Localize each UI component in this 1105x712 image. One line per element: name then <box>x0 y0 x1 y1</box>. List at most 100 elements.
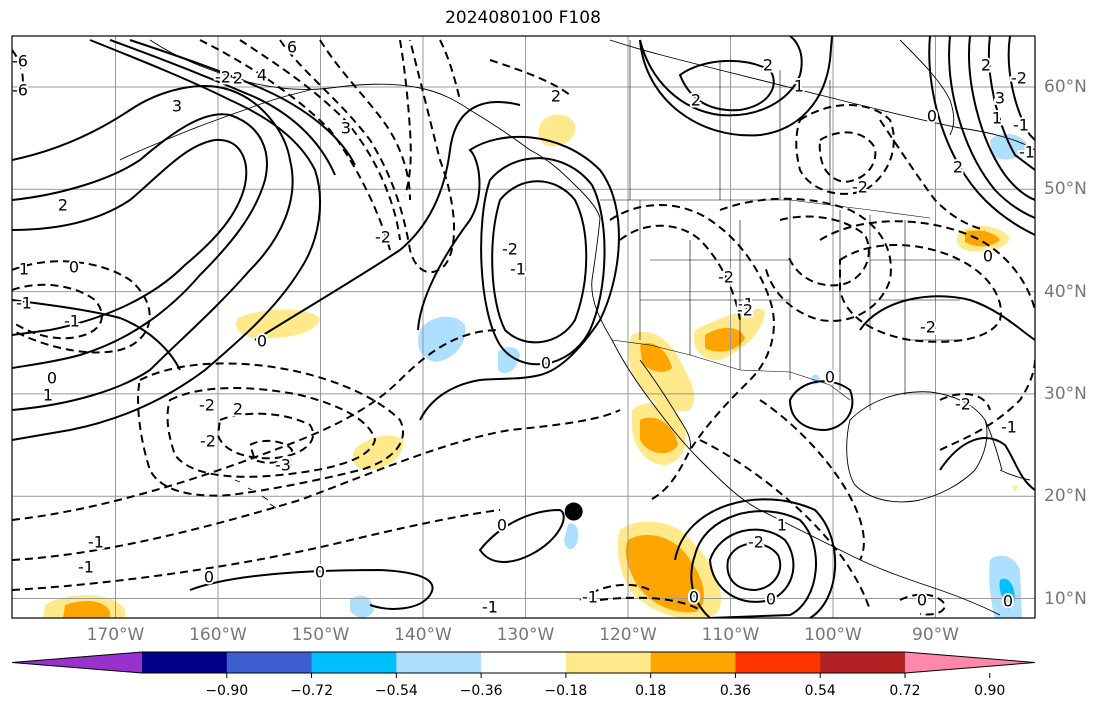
colorbar-min-extension <box>12 652 142 673</box>
negative-contour <box>216 412 315 460</box>
contour-label: 0 <box>497 516 507 535</box>
negative-contour <box>239 39 401 241</box>
longitude-label: 100°W <box>804 625 862 645</box>
contour-label: -6 <box>12 81 28 100</box>
contour-label: -1 <box>1001 418 1017 437</box>
contour-label: 0 <box>825 368 835 387</box>
solid-contours <box>12 36 1035 618</box>
positive-anomaly-region <box>235 309 320 339</box>
positive-contour <box>480 157 606 366</box>
longitude-label: 140°W <box>394 625 452 645</box>
contour-label: 6 <box>287 38 297 57</box>
negative-anomaly-region <box>350 595 374 618</box>
contour-label: -2 <box>852 178 868 197</box>
positive-anomaly-region <box>352 435 404 470</box>
contour-label: -1 <box>78 558 94 577</box>
zero-contour <box>189 568 434 610</box>
positive-contour <box>968 36 1035 201</box>
contour-label: -1 <box>88 533 104 552</box>
colorbar-tick-label: −0.54 <box>374 683 418 699</box>
contour-label: 3 <box>341 119 351 138</box>
negative-contour <box>939 359 1035 451</box>
baja-california <box>639 359 691 451</box>
positive-contour <box>12 85 294 411</box>
colorbar-tick-label: −0.72 <box>290 683 333 699</box>
contour-label: 0 <box>1003 592 1013 611</box>
negative-contour <box>795 104 895 195</box>
negative-contour <box>779 215 870 287</box>
positive-contour <box>109 39 336 176</box>
positive-contour <box>674 498 836 618</box>
contour-label: 0 <box>983 247 993 266</box>
contour-label: 0 <box>204 568 214 587</box>
contour-label: -1 <box>1019 143 1035 162</box>
latitude-label: 20°N <box>1044 486 1087 507</box>
colorbar-segment <box>820 652 906 673</box>
negative-contour <box>12 260 151 354</box>
positive-contour <box>12 39 321 441</box>
colorbar-segment <box>650 652 736 673</box>
aleutian-islands <box>119 89 311 161</box>
contour-label: -2 <box>737 301 753 320</box>
contour-label: 3 <box>995 89 1005 108</box>
negative-contour <box>248 439 294 464</box>
negative-contour <box>719 197 892 322</box>
colorbar-tick-label: −0.18 <box>544 683 588 699</box>
latitude-label: 10°N <box>1044 588 1087 609</box>
contour-label: -1 <box>1013 116 1029 135</box>
zero-contour <box>12 299 181 371</box>
colorbar-tick-label: 0.90 <box>974 683 1006 699</box>
colorbar-segment <box>142 652 228 673</box>
positive-contour <box>939 437 1035 491</box>
positive-contour <box>678 59 775 112</box>
north-america-north-coast <box>609 39 1035 151</box>
colorbar-tick-label: 0.54 <box>804 683 836 699</box>
contour-label: 2 <box>58 196 68 215</box>
negative-anomaly-region <box>418 316 466 362</box>
negative-contour <box>12 283 103 340</box>
contour-label: -6 <box>12 52 28 71</box>
negative-contour <box>759 399 865 561</box>
contour-label: -2 <box>502 240 518 259</box>
zero-contour <box>478 508 565 563</box>
canada-province-borders <box>629 40 831 205</box>
latitude-label: 50°N <box>1044 179 1087 200</box>
negative-contour <box>439 39 461 101</box>
negative-contour <box>279 39 455 274</box>
colorbar <box>11 651 1036 678</box>
negative-contour <box>609 204 775 501</box>
longitude-label: 150°W <box>291 625 350 645</box>
contour-label: 0 <box>541 354 551 373</box>
contour-label: 1 <box>19 260 29 279</box>
contour-label: 2 <box>233 400 243 419</box>
political-borders <box>600 40 960 410</box>
shaded-anomaly-fills <box>43 114 1028 618</box>
colorbar-segment <box>735 652 821 673</box>
positive-anomaly-region <box>640 343 672 372</box>
negative-anomaly-region <box>498 347 520 374</box>
north-america-west-coast <box>591 217 1001 616</box>
negative-contour <box>579 583 651 601</box>
contour-label: 1 <box>777 516 787 535</box>
contour-label: -2 <box>920 318 936 337</box>
longitude-label: 110°W <box>701 625 760 645</box>
positive-anomaly-region <box>63 600 110 618</box>
contour-label: -1 <box>482 598 498 617</box>
colorbar-tick-label: −0.90 <box>205 683 249 699</box>
contour-label: 0 <box>315 563 325 582</box>
latitude-label: 40°N <box>1044 281 1087 302</box>
contour-label: 4 <box>257 66 267 85</box>
positive-anomaly-region <box>640 417 678 454</box>
contour-label: -3 <box>275 456 291 475</box>
contour-label: 3 <box>172 97 182 116</box>
zero-contour <box>254 101 521 341</box>
contour-label: -2 <box>718 268 734 287</box>
contour-label: 0 <box>69 258 79 277</box>
contour-label: -2 <box>200 432 216 451</box>
positive-anomaly-region <box>705 327 745 352</box>
positive-contour <box>708 528 795 603</box>
positive-contour <box>1007 36 1035 141</box>
colorbar-segment <box>226 652 313 673</box>
contour-label: -2 <box>375 228 391 247</box>
